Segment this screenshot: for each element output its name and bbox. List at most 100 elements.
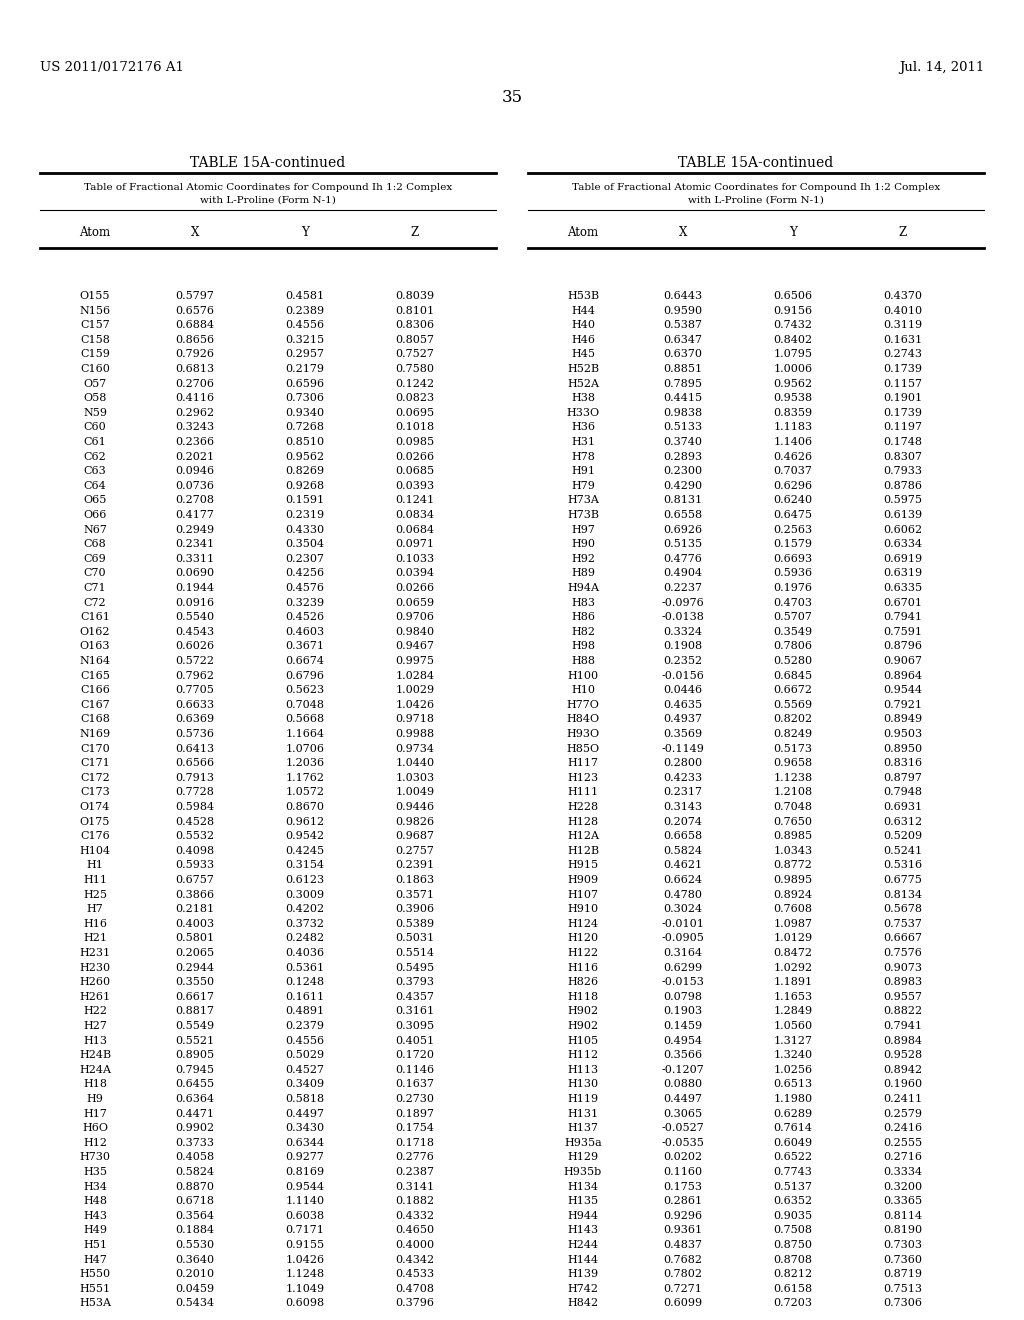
Text: 0.5361: 0.5361 [286, 962, 325, 973]
Text: 0.6455: 0.6455 [175, 1080, 215, 1089]
Text: C62: C62 [84, 451, 106, 462]
Text: H550: H550 [80, 1270, 111, 1279]
Text: 0.0695: 0.0695 [395, 408, 434, 418]
Text: H244: H244 [567, 1239, 599, 1250]
Text: 0.1611: 0.1611 [286, 991, 325, 1002]
Text: 0.7650: 0.7650 [773, 817, 812, 826]
Text: 1.0006: 1.0006 [773, 364, 813, 374]
Text: 0.1591: 0.1591 [286, 495, 325, 506]
Text: H123: H123 [567, 772, 599, 783]
Text: 0.8719: 0.8719 [884, 1270, 923, 1279]
Text: 0.8402: 0.8402 [773, 335, 813, 345]
Text: 0.6240: 0.6240 [773, 495, 813, 506]
Text: H134: H134 [567, 1181, 599, 1192]
Text: 0.6038: 0.6038 [286, 1210, 325, 1221]
Text: 0.6139: 0.6139 [884, 510, 923, 520]
Text: 0.2957: 0.2957 [286, 350, 325, 359]
Text: 0.5797: 0.5797 [175, 290, 214, 301]
Text: 0.6813: 0.6813 [175, 364, 215, 374]
Text: 0.4051: 0.4051 [395, 1036, 434, 1045]
Text: 0.4497: 0.4497 [286, 1109, 325, 1118]
Text: H52B: H52B [567, 364, 599, 374]
Text: 0.5975: 0.5975 [884, 495, 923, 506]
Text: 0.5031: 0.5031 [395, 933, 434, 944]
Text: C161: C161 [80, 612, 110, 622]
Text: 0.9718: 0.9718 [395, 714, 434, 725]
Text: 0.4891: 0.4891 [286, 1006, 325, 1016]
Text: 0.4708: 0.4708 [395, 1284, 434, 1294]
Text: 0.1459: 0.1459 [664, 1020, 702, 1031]
Text: 0.0685: 0.0685 [395, 466, 434, 477]
Text: 0.5387: 0.5387 [664, 321, 702, 330]
Text: -0.0138: -0.0138 [662, 612, 705, 622]
Text: H17: H17 [83, 1109, 106, 1118]
Text: 0.3095: 0.3095 [395, 1020, 434, 1031]
Text: 0.3796: 0.3796 [395, 1299, 434, 1308]
Text: 0.6413: 0.6413 [175, 743, 215, 754]
Text: 0.6926: 0.6926 [664, 524, 702, 535]
Text: 0.9446: 0.9446 [395, 803, 434, 812]
Text: X: X [190, 226, 200, 239]
Text: 0.2730: 0.2730 [395, 1094, 434, 1104]
Text: H82: H82 [571, 627, 595, 636]
Text: 0.2387: 0.2387 [395, 1167, 434, 1177]
Text: H119: H119 [567, 1094, 599, 1104]
Text: 0.1882: 0.1882 [395, 1196, 434, 1206]
Text: 0.7941: 0.7941 [884, 1020, 923, 1031]
Text: 1.0572: 1.0572 [286, 788, 325, 797]
Text: 0.7303: 0.7303 [884, 1239, 923, 1250]
Text: 0.4357: 0.4357 [395, 991, 434, 1002]
Text: 0.2949: 0.2949 [175, 524, 215, 535]
Text: -0.0156: -0.0156 [662, 671, 705, 681]
Text: 0.2065: 0.2065 [175, 948, 215, 958]
Text: 0.3409: 0.3409 [286, 1080, 325, 1089]
Text: 0.1248: 0.1248 [286, 977, 325, 987]
Text: 0.6576: 0.6576 [175, 306, 214, 315]
Text: X: X [679, 226, 687, 239]
Text: 0.5678: 0.5678 [884, 904, 923, 915]
Text: 0.3906: 0.3906 [395, 904, 434, 915]
Text: 0.9277: 0.9277 [286, 1152, 325, 1163]
Text: 0.1944: 0.1944 [175, 583, 215, 593]
Text: 0.1018: 0.1018 [395, 422, 434, 433]
Text: 0.7743: 0.7743 [773, 1167, 812, 1177]
Text: 0.6312: 0.6312 [884, 817, 923, 826]
Text: -0.0535: -0.0535 [662, 1138, 705, 1148]
Text: H118: H118 [567, 991, 599, 1002]
Text: H6O: H6O [82, 1123, 108, 1133]
Text: 0.6370: 0.6370 [664, 350, 702, 359]
Text: H122: H122 [567, 948, 599, 958]
Text: 0.9706: 0.9706 [395, 612, 434, 622]
Text: 0.7945: 0.7945 [175, 1065, 214, 1074]
Text: 0.8870: 0.8870 [175, 1181, 214, 1192]
Text: 0.4177: 0.4177 [175, 510, 214, 520]
Text: H94A: H94A [567, 583, 599, 593]
Text: 0.3564: 0.3564 [175, 1210, 215, 1221]
Text: Jul. 14, 2011: Jul. 14, 2011 [899, 62, 984, 74]
Text: 0.2757: 0.2757 [395, 846, 434, 855]
Text: 0.7962: 0.7962 [175, 671, 214, 681]
Text: 0.7941: 0.7941 [884, 612, 923, 622]
Text: H261: H261 [80, 991, 111, 1002]
Text: 0.2319: 0.2319 [286, 510, 325, 520]
Text: 0.5707: 0.5707 [773, 612, 812, 622]
Text: 0.4703: 0.4703 [773, 598, 812, 607]
Text: 0.7527: 0.7527 [395, 350, 434, 359]
Text: 0.2893: 0.2893 [664, 451, 702, 462]
Text: 0.9544: 0.9544 [286, 1181, 325, 1192]
Text: Atom: Atom [567, 226, 599, 239]
Text: 0.1884: 0.1884 [175, 1225, 215, 1236]
Text: 0.8983: 0.8983 [884, 977, 923, 987]
Text: 0.9557: 0.9557 [884, 991, 923, 1002]
Text: 0.4776: 0.4776 [664, 554, 702, 564]
Text: -0.1149: -0.1149 [662, 743, 705, 754]
Text: H112: H112 [567, 1051, 599, 1060]
Text: C64: C64 [84, 480, 106, 491]
Text: O58: O58 [83, 393, 106, 403]
Text: C71: C71 [84, 583, 106, 593]
Text: 0.9590: 0.9590 [664, 306, 702, 315]
Text: H46: H46 [571, 335, 595, 345]
Text: 0.2861: 0.2861 [664, 1196, 702, 1206]
Text: 0.6062: 0.6062 [884, 524, 923, 535]
Text: H113: H113 [567, 1065, 599, 1074]
